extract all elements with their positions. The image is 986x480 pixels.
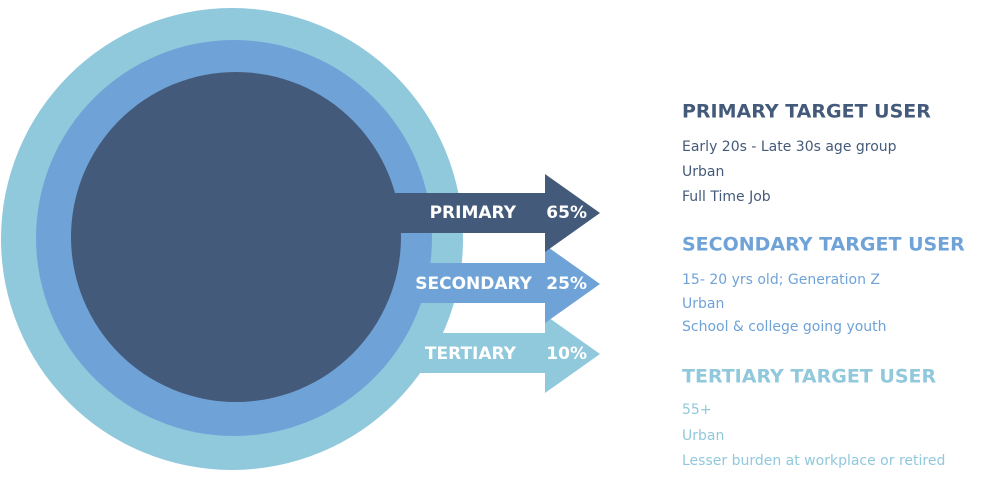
section-line: Urban: [682, 296, 724, 312]
section-line: Urban: [682, 428, 724, 444]
arrow-percent: 25%: [546, 274, 587, 294]
arrow-percent: 10%: [546, 344, 587, 364]
inner-circle: [71, 72, 401, 402]
arrow-label: SECONDARY: [415, 274, 532, 294]
primary-arrow: [240, 174, 600, 252]
arrow-label: TERTIARY: [425, 344, 517, 364]
arrow-label: PRIMARY: [430, 203, 517, 223]
section-line: Full Time Job: [682, 189, 771, 205]
section-line: 55+: [682, 402, 712, 418]
section-line: School & college going youth: [682, 319, 887, 335]
section-line: Early 20s - Late 30s age group: [682, 139, 897, 155]
section-line: 15- 20 yrs old; Generation Z: [682, 272, 880, 288]
section-title: PRIMARY TARGET USER: [682, 101, 931, 123]
section-line: Lesser burden at workplace or retired: [682, 453, 945, 469]
arrow-percent: 65%: [546, 203, 587, 223]
section-title: SECONDARY TARGET USER: [682, 234, 965, 256]
section-line: Urban: [682, 164, 724, 180]
section-title: TERTIARY TARGET USER: [682, 366, 936, 388]
